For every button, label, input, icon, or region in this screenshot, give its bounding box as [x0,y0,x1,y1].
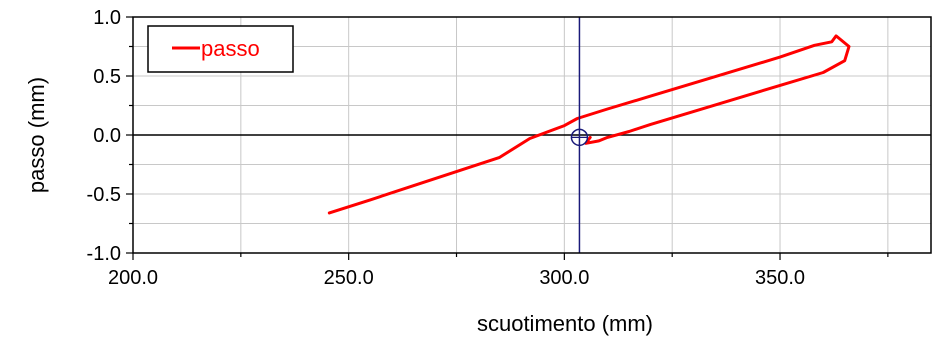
y-tick-label: 1.0 [93,7,121,29]
y-tick-label: -1.0 [87,243,121,265]
series-line-passo [327,34,851,215]
x-tick-label: 250.0 [324,267,374,289]
axis-ticks [126,16,889,260]
y-axis-title: passo (mm) [24,77,49,193]
y-tick-label: 0.0 [93,125,121,147]
y-tick-labels: -1.0 -0.5 0.0 0.5 1.0 [87,7,121,265]
x-axis-title: scuotimento (mm) [477,311,653,336]
x-tick-label: 300.0 [539,267,589,289]
legend[interactable]: passo [147,25,294,73]
y-tick-label: -0.5 [87,184,121,206]
series-layer [327,34,851,215]
legend-label-passo: passo [201,36,260,61]
x-tick-labels: 200.0 250.0 300.0 350.0 [108,267,805,289]
x-tick-label: 350.0 [755,267,805,289]
cursor-layer[interactable] [570,17,589,253]
x-tick-label: 200.0 [108,267,158,289]
y-tick-label: 0.5 [93,66,121,88]
